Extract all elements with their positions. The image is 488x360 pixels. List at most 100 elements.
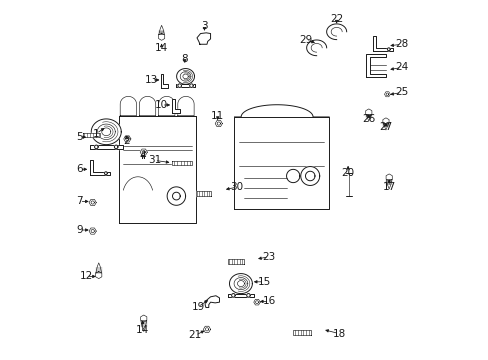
Polygon shape	[123, 136, 131, 142]
Polygon shape	[234, 105, 328, 117]
Polygon shape	[90, 145, 122, 149]
Polygon shape	[172, 192, 180, 200]
Text: 7: 7	[76, 197, 82, 206]
Text: 18: 18	[332, 329, 345, 339]
Text: 6: 6	[76, 164, 82, 174]
Text: 30: 30	[230, 182, 243, 192]
Polygon shape	[229, 274, 252, 294]
Polygon shape	[96, 263, 102, 273]
Polygon shape	[91, 119, 121, 145]
Polygon shape	[386, 180, 391, 189]
Text: 26: 26	[362, 113, 375, 123]
Polygon shape	[365, 114, 371, 121]
Text: 12: 12	[80, 271, 93, 282]
Polygon shape	[386, 48, 389, 51]
Polygon shape	[386, 93, 388, 95]
Text: 28: 28	[394, 39, 407, 49]
Polygon shape	[253, 300, 260, 305]
Polygon shape	[255, 301, 258, 303]
Polygon shape	[141, 315, 146, 322]
Text: 29: 29	[299, 35, 312, 45]
Polygon shape	[178, 96, 194, 116]
Text: 13: 13	[145, 75, 158, 85]
Polygon shape	[227, 259, 244, 264]
Polygon shape	[300, 167, 319, 185]
Polygon shape	[293, 330, 310, 335]
Polygon shape	[195, 192, 210, 196]
Text: 25: 25	[394, 87, 407, 98]
Polygon shape	[167, 187, 185, 205]
Polygon shape	[96, 271, 102, 279]
Text: 10: 10	[155, 100, 168, 110]
Polygon shape	[91, 201, 94, 204]
Polygon shape	[215, 121, 222, 127]
Polygon shape	[205, 296, 219, 307]
Text: 16: 16	[263, 296, 276, 306]
Polygon shape	[365, 54, 385, 77]
Polygon shape	[159, 25, 164, 35]
Polygon shape	[384, 92, 389, 97]
Polygon shape	[175, 84, 195, 87]
Polygon shape	[382, 123, 388, 130]
Polygon shape	[246, 293, 250, 297]
Polygon shape	[120, 96, 136, 116]
Polygon shape	[326, 24, 346, 40]
Polygon shape	[228, 294, 253, 297]
Text: 21: 21	[188, 330, 202, 341]
Text: 20: 20	[341, 168, 354, 178]
Polygon shape	[89, 199, 96, 206]
Polygon shape	[205, 328, 208, 331]
Polygon shape	[90, 159, 110, 175]
Text: 27: 27	[379, 122, 392, 132]
Polygon shape	[83, 133, 100, 138]
Text: 15: 15	[257, 277, 270, 287]
Polygon shape	[386, 174, 391, 181]
Polygon shape	[142, 150, 145, 154]
Text: 19: 19	[191, 302, 204, 312]
Polygon shape	[160, 73, 168, 88]
Text: 11: 11	[211, 111, 224, 121]
Polygon shape	[104, 172, 107, 175]
Polygon shape	[89, 228, 96, 234]
Text: 8: 8	[181, 54, 188, 64]
Text: 22: 22	[329, 14, 343, 24]
Polygon shape	[158, 96, 175, 116]
Polygon shape	[372, 36, 392, 51]
Polygon shape	[178, 84, 181, 87]
Text: 9: 9	[76, 225, 82, 235]
Polygon shape	[306, 40, 326, 56]
Text: 14: 14	[136, 325, 149, 335]
Text: 1: 1	[93, 129, 100, 139]
Polygon shape	[140, 149, 147, 155]
Polygon shape	[231, 293, 235, 297]
Polygon shape	[382, 118, 388, 125]
Polygon shape	[125, 137, 129, 140]
Text: 24: 24	[394, 63, 407, 72]
Polygon shape	[114, 145, 118, 149]
Text: 4: 4	[139, 151, 146, 161]
Polygon shape	[119, 116, 195, 223]
Polygon shape	[176, 68, 194, 84]
Text: 23: 23	[262, 252, 275, 262]
Text: 5: 5	[76, 132, 82, 142]
Text: 17: 17	[382, 182, 395, 192]
Polygon shape	[189, 84, 193, 87]
Text: 14: 14	[155, 43, 168, 53]
Polygon shape	[365, 109, 371, 116]
Polygon shape	[217, 122, 220, 125]
Polygon shape	[94, 145, 98, 149]
Polygon shape	[286, 169, 299, 183]
Polygon shape	[305, 171, 314, 181]
Polygon shape	[203, 326, 210, 332]
Polygon shape	[172, 99, 180, 113]
Polygon shape	[139, 96, 155, 116]
Text: 31: 31	[147, 156, 161, 165]
Polygon shape	[158, 33, 164, 40]
Polygon shape	[197, 33, 210, 44]
Text: 3: 3	[201, 21, 207, 31]
Polygon shape	[141, 321, 146, 332]
Text: 2: 2	[123, 136, 130, 146]
Polygon shape	[91, 229, 94, 233]
Polygon shape	[172, 161, 192, 165]
Polygon shape	[234, 117, 328, 208]
